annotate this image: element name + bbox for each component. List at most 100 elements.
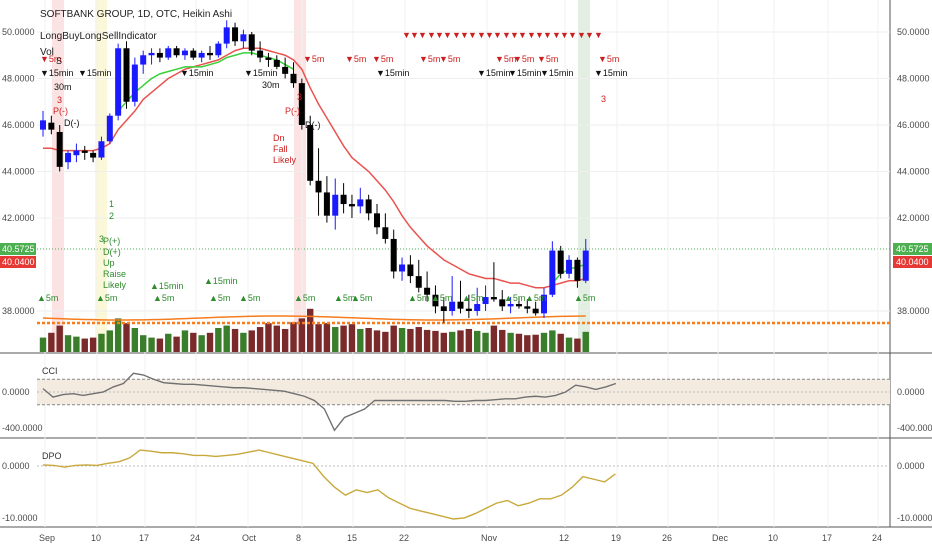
volume-bar [557,333,564,352]
candle-body [474,304,481,311]
signal-up-5m: ▲5m [239,293,260,303]
signal-5m: ▼5m [303,54,324,64]
candle-body [307,125,314,181]
candle-body [515,304,522,307]
candle-body [215,43,222,56]
candle-body [382,227,389,239]
volume-bar [281,328,289,352]
volume-bar [231,328,239,352]
bg-highlight-yellow [95,0,107,352]
signal-up-15min: ▲15min [150,281,183,291]
mini-label: 3 [57,95,62,105]
chart-title: SOFTBANK GROUP, 1D, OTC, Heikin Ashi [40,9,232,20]
candle-body [541,294,547,314]
cci-tick-label: -400.0000 [897,423,932,433]
candle-body [482,297,489,305]
signal-15min: ▼15min [594,68,627,78]
candle-body [290,73,297,84]
volume-bar [457,330,464,352]
volume-bar [273,325,280,352]
dn-fall-label: Dn [273,133,285,143]
volume-bar [524,335,531,352]
sell-arrow-icon: ▼ [585,30,594,40]
count-label: 1 [109,199,114,209]
time-tick-label: 19 [611,533,621,543]
volume-bar [390,325,397,352]
mini-label: P(-) [53,106,68,116]
sell-arrow-icon: ▼ [435,30,444,40]
dpo-tick-label: -10.0000 [897,513,932,523]
volume-bar [265,323,272,352]
volume-bar [448,331,456,352]
signal-up-5m: ▲5m [525,293,546,303]
price-tick-label: 48.0000 [897,74,930,84]
sell-arrow-icon: ▼ [485,30,494,40]
up-raise-label: Raise [103,269,126,279]
sell-arrow-icon: ▼ [577,30,586,40]
sell-arrow-icon: ▼ [594,30,603,40]
volume-bar [106,330,113,352]
signal-up-5m: ▲5m [431,293,452,303]
candle-body [148,52,155,56]
candle-body [190,50,197,58]
candle-body [181,50,188,56]
candle-body [323,192,330,216]
signal-15min: ▼15min [508,68,541,78]
cci-tick-label-left: 0.0000 [2,387,30,397]
volume-bar [532,334,539,352]
candle-body [490,297,497,300]
time-tick-label: Sep [39,533,55,543]
signal-up-5m: ▲5m [408,293,429,303]
volume-bar [482,332,489,352]
candle-body [399,264,406,272]
candle-body [98,141,105,158]
dpo-tick-label-left: 0.0000 [2,461,30,471]
volume-bar [415,327,422,352]
up-raise-label: Up [103,258,115,268]
signal-up-5m: ▲5m [334,293,355,303]
volume-bar [574,338,581,352]
up-raise-label: D(+) [103,247,121,257]
sell-arrow-icon: ▼ [452,30,461,40]
cci-title: CCI [42,366,58,376]
signal-15min: ▼15min [40,68,73,78]
time-tick-label: Nov [481,533,498,543]
volume-bar [507,332,514,352]
candle-body [90,152,97,158]
main-pane[interactable] [37,0,890,352]
volume-bar [123,323,130,352]
volume-bar [98,333,105,352]
ema-red-line [43,47,586,289]
dpo-line [42,449,616,520]
sell-arrow-icon: ▼ [418,30,427,40]
count-label: 3 [601,94,606,104]
volume-bar [173,336,180,352]
signal-up-5m: ▲5m [96,293,117,303]
signal-15min: ▼15min [540,68,573,78]
sell-arrow-icon: ▼ [427,30,436,40]
candle-body [223,27,230,44]
signal-15min: ▼15min [477,68,510,78]
time-tick-label: 10 [91,533,101,543]
sell-arrow-icon: ▼ [410,30,419,40]
volume-bar [365,328,372,352]
volume-bar [48,332,55,352]
d-minus-label: D(-) [305,120,321,130]
signal-5m: ▼5m [537,54,558,64]
price-tick-label-left: 48.0000 [2,74,35,84]
candle-body [240,34,247,42]
time-tick-label: 24 [190,533,200,543]
sell-arrow-icon: ▼ [402,30,411,40]
signal-up-5m: ▲5m [294,293,315,303]
up-raise-label: Likely [103,280,127,290]
candle-body [440,306,447,311]
volume-bar [215,328,222,352]
candle-body [407,264,414,277]
candle-body [332,194,339,216]
candle-body [198,52,205,58]
volume-bar [73,336,80,352]
volume-bar [582,331,589,352]
candle-body [340,194,347,205]
sell-arrow-icon: ▼ [502,30,511,40]
